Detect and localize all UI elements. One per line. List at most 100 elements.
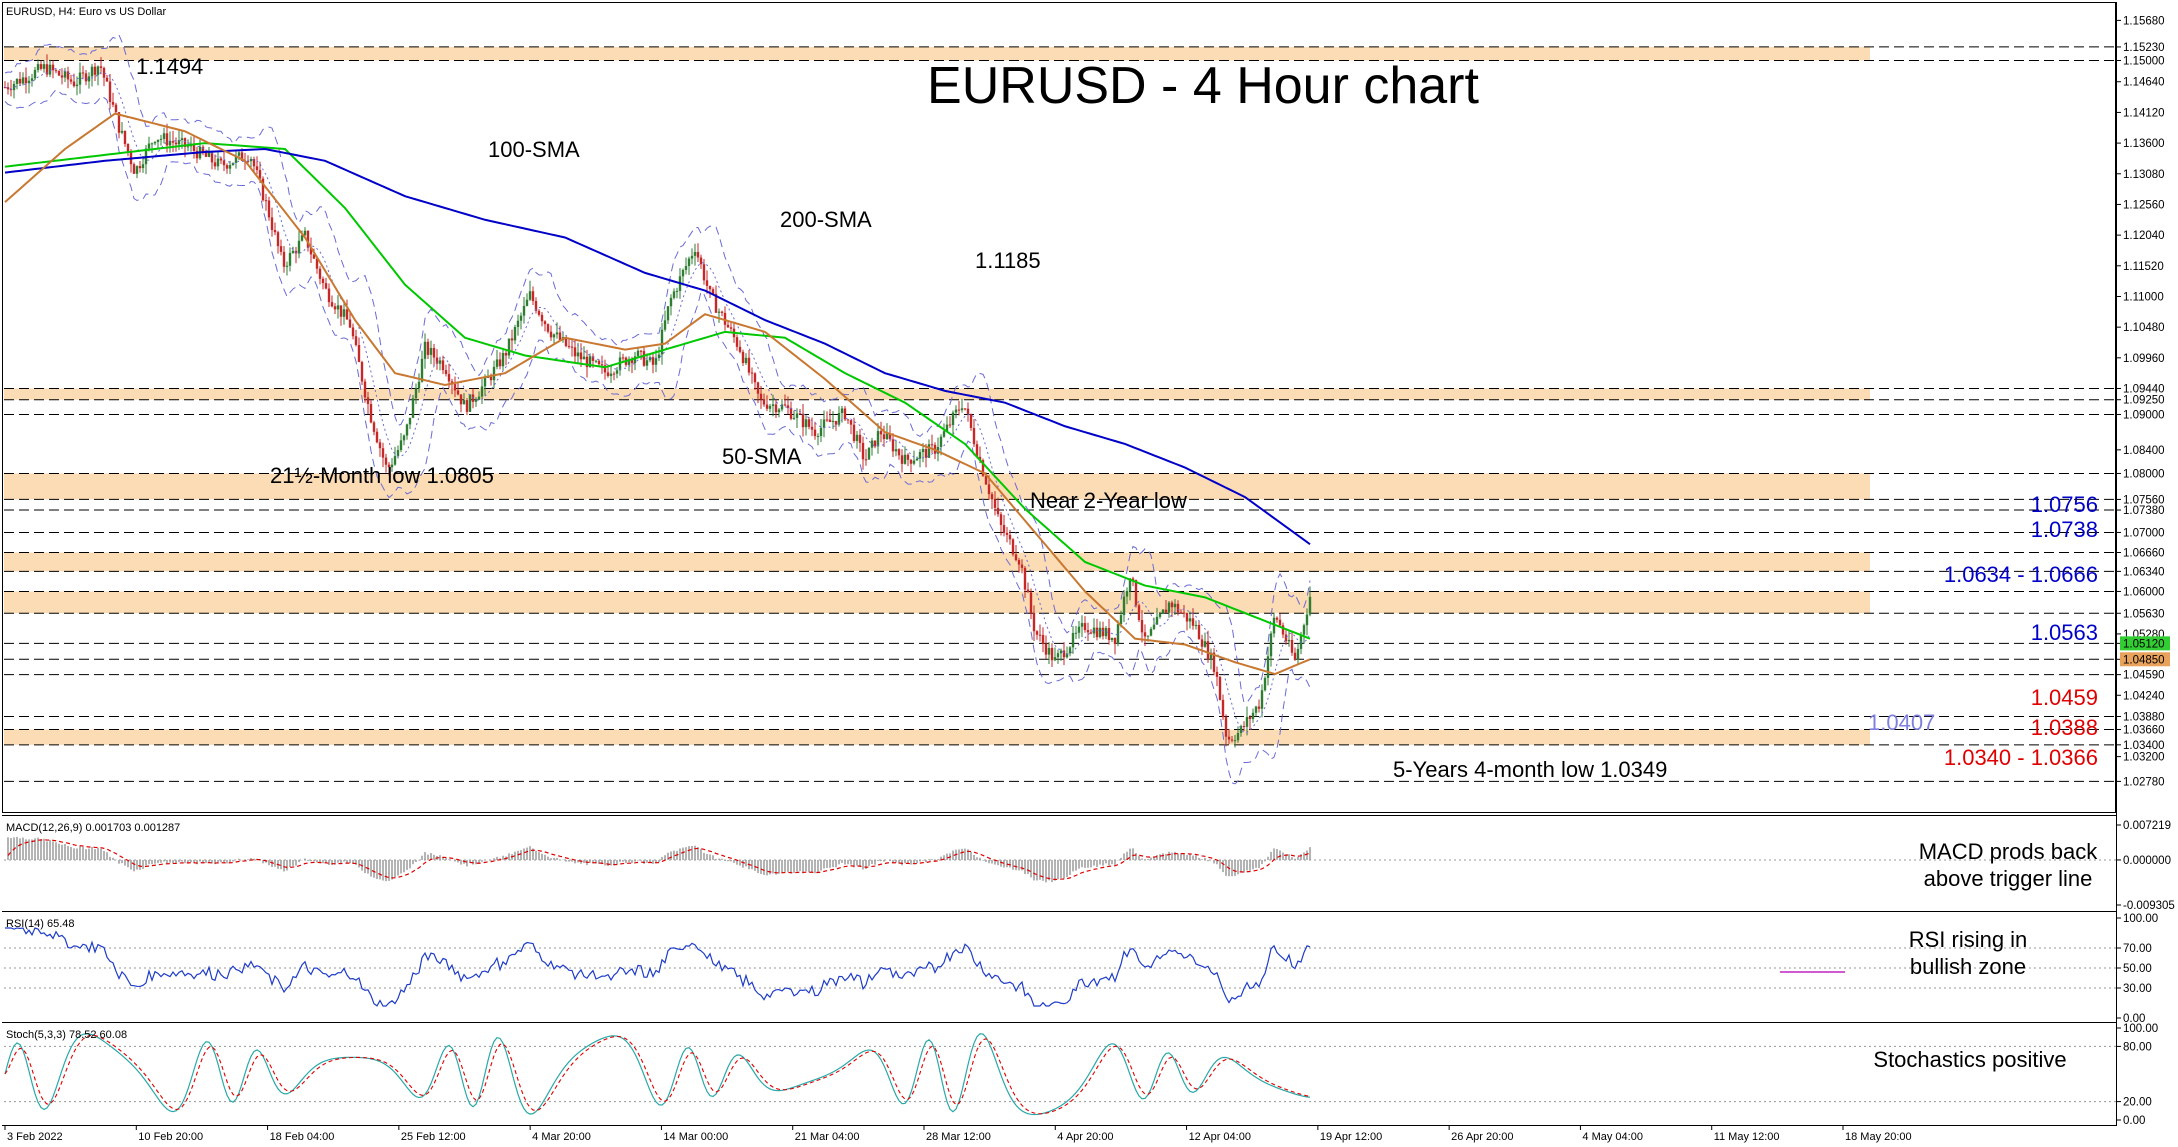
candle-body — [507, 338, 511, 356]
candle-body — [972, 427, 976, 445]
candle-body — [1197, 624, 1201, 640]
candle-body — [882, 434, 886, 440]
candle-body — [630, 359, 634, 364]
candle-body — [1104, 628, 1108, 637]
candle-body — [195, 150, 199, 159]
rsi-comment-line-1: RSI rising in — [1909, 927, 2028, 952]
candle-body — [333, 306, 337, 310]
candle-body — [468, 394, 472, 412]
stoch-d-line — [4, 1034, 1311, 1115]
candle-body — [699, 257, 703, 265]
annotation-21-month-low: 21½-Month low 1.0805 — [270, 463, 494, 488]
candle-body — [831, 420, 835, 423]
candle-body — [327, 288, 331, 303]
candle-body — [441, 360, 445, 371]
candle-body — [996, 507, 1000, 515]
candle-body — [69, 79, 73, 82]
resistance-support-zone-5 — [4, 729, 1870, 745]
candle-body — [1011, 539, 1015, 555]
candle-body — [636, 350, 640, 357]
candle-body — [1203, 641, 1207, 647]
candle-body — [993, 499, 997, 508]
candle-body — [402, 435, 406, 441]
candle-body — [108, 81, 112, 102]
macd-comment-line-1: MACD prods back — [1919, 839, 2099, 864]
candle-body — [651, 357, 655, 365]
resistance-support-zone-2 — [4, 473, 1870, 500]
price-tick-label-6: 1.13080 — [2123, 169, 2165, 181]
candle-body — [768, 405, 772, 409]
candle-body — [1059, 650, 1063, 654]
candle-body — [24, 77, 28, 84]
candle-body — [879, 431, 883, 435]
candle-body — [780, 404, 784, 410]
candle-body — [354, 336, 358, 345]
candle-body — [222, 160, 226, 166]
candle-body — [375, 431, 379, 443]
candle-body — [276, 232, 280, 247]
candle-body — [849, 420, 853, 425]
candle-body — [1167, 602, 1171, 613]
candle-body — [312, 254, 316, 259]
price-tick-label-18: 1.07560 — [2123, 494, 2165, 506]
annotation-near-2-year-low: Near 2-Year low — [1030, 488, 1187, 513]
candle-body — [834, 420, 838, 425]
candle-body — [894, 449, 898, 452]
price-tick-label-3: 1.14640 — [2123, 77, 2165, 89]
candle-body — [534, 301, 538, 311]
candle-body — [1302, 625, 1306, 635]
candle-body — [120, 130, 124, 133]
candle-body — [267, 200, 271, 218]
candle-body — [141, 164, 145, 169]
candle-body — [789, 407, 793, 419]
candle-body — [45, 64, 49, 75]
candle-body — [135, 166, 139, 174]
level-label-1-0738: 1.0738 — [2031, 517, 2098, 542]
time-tick-label-14: 18 May 20:00 — [1845, 1131, 1912, 1143]
candle-body — [78, 72, 82, 85]
price-tick-label-11: 1.10480 — [2123, 322, 2165, 334]
candle-body — [975, 444, 979, 457]
price-tick-label-32: 1.03400 — [2123, 740, 2165, 752]
candle-body — [252, 159, 256, 167]
candle-body — [1071, 632, 1075, 648]
sma-line-50-sma — [4, 112, 1311, 676]
candle-body — [885, 433, 889, 440]
candle-body — [132, 164, 136, 174]
candle-body — [990, 494, 994, 500]
candle-body — [519, 315, 523, 321]
candle-body — [525, 299, 529, 306]
bollinger-upper-band — [4, 34, 1311, 704]
candle-body — [501, 353, 505, 367]
candle-body — [669, 297, 673, 307]
candle-body — [165, 133, 169, 146]
price-tick-label-34: 1.02780 — [2123, 776, 2165, 788]
candle-body — [156, 139, 160, 142]
candle-body — [951, 412, 955, 426]
candle-body — [750, 372, 754, 374]
time-tick-label-10: 19 Apr 12:00 — [1320, 1131, 1382, 1143]
time-tick-label-1: 10 Feb 20:00 — [138, 1131, 203, 1143]
candle-body — [978, 456, 982, 461]
candle-body — [627, 359, 631, 365]
price-tick-label-26: 1.05120 — [2123, 638, 2165, 650]
candle-body — [939, 436, 943, 447]
candle-body — [846, 419, 850, 421]
candle-body — [735, 337, 739, 347]
candle-body — [819, 427, 823, 437]
candle-body — [369, 403, 373, 423]
candle-body — [1242, 726, 1246, 728]
candle-body — [1251, 712, 1255, 720]
candle-body — [984, 475, 988, 485]
candle-body — [309, 247, 313, 255]
macd-comment-line-2: above trigger line — [1924, 866, 2093, 891]
candle-body — [729, 327, 733, 329]
candle-body — [1035, 631, 1039, 635]
candle-body — [1131, 578, 1135, 581]
rsi-line — [5, 927, 1311, 1007]
candle-body — [1194, 624, 1198, 626]
candle-body — [60, 75, 64, 78]
candle-body — [522, 305, 526, 316]
candle-body — [588, 356, 592, 368]
candle-body — [843, 408, 847, 420]
